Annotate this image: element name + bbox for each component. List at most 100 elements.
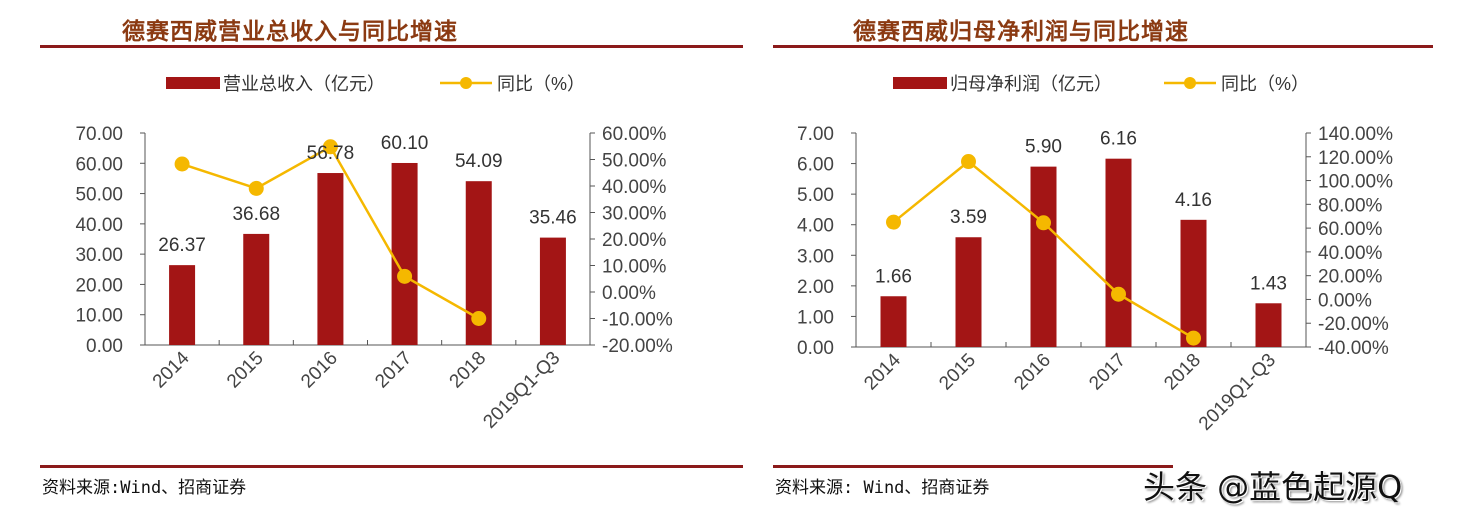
net-profit-chart: 归母净利润（亿元） 同比（%） 0.00 1.00 2.00 3.00 4.00 5.00 6.…	[797, 74, 1393, 435]
left-axis-tick: 60.00	[75, 154, 123, 175]
left-axis-tick: 3.00	[797, 246, 834, 267]
title-divider	[773, 45, 1433, 48]
legend-bar-label: 营业总收入（亿元）	[223, 74, 385, 94]
chart-title: 德赛西威归母净利润与同比增速	[853, 18, 1189, 45]
right-axis-tick: 30.00%	[602, 204, 667, 225]
right-axis-tick: 80.00%	[1318, 195, 1383, 216]
bar-value-label: 26.37	[158, 235, 206, 256]
right-axis-tick: -20.00%	[1318, 314, 1389, 335]
bar	[955, 237, 982, 347]
left-axis: 0.00 10.00 20.00 30.00 40.00 50.00 60.00 70.00	[75, 124, 146, 357]
growth-marker	[248, 180, 264, 196]
left-axis-tick: 4.00	[797, 216, 834, 237]
growth-marker	[1036, 215, 1051, 231]
bar-value-label: 4.16	[1175, 190, 1212, 211]
bar-value-label: 54.09	[455, 151, 503, 172]
left-axis-tick: 1.00	[797, 307, 834, 328]
chart-legend: 归母净利润（亿元） 同比（%）	[893, 74, 1309, 94]
line-series	[886, 154, 1201, 346]
right-axis-tick: 0.00%	[1318, 290, 1372, 311]
bar-value-label: 1.66	[875, 266, 912, 287]
bar	[169, 265, 196, 345]
right-axis-tick: 10.00%	[602, 257, 667, 278]
legend-line-label: 同比（%）	[1221, 74, 1309, 94]
bar-value-label: 60.10	[381, 133, 429, 154]
bar	[1105, 158, 1132, 347]
bar	[391, 162, 418, 345]
left-axis-tick: 10.00	[75, 306, 123, 327]
right-axis-tick: 60.00%	[1318, 219, 1383, 240]
legend-bar-swatch	[166, 77, 220, 89]
x-axis-label: 2015	[223, 348, 268, 393]
bar-value-label: 1.43	[1250, 273, 1287, 294]
growth-marker	[886, 214, 901, 230]
right-axis-tick: -20.00%	[602, 336, 673, 357]
x-axis-label: 2017	[371, 348, 416, 393]
bar	[539, 237, 566, 345]
bar-series	[880, 158, 1282, 347]
legend-bar-swatch	[893, 77, 947, 89]
left-axis-tick: 70.00	[75, 124, 123, 145]
source-divider	[40, 465, 743, 468]
right-axis-tick: 40.00%	[1318, 243, 1383, 264]
left-axis-tick: 0.00	[86, 336, 123, 357]
right-axis-tick: 40.00%	[602, 177, 667, 198]
right-axis-tick: 0.00%	[602, 283, 656, 304]
bar	[243, 233, 270, 345]
chart-title: 德赛西威营业总收入与同比增速	[122, 18, 458, 45]
x-axis-label: 2019Q1-Q3	[479, 348, 564, 433]
source-divider	[773, 465, 1173, 468]
bar	[317, 173, 344, 345]
source-note: 资料来源: Wind、招商证券	[775, 478, 990, 498]
growth-marker	[961, 154, 976, 170]
bar-value-label: 36.68	[232, 204, 280, 225]
right-axis-tick: 20.00%	[602, 230, 667, 251]
data-labels: 26.37 36.68 56.78 60.10 54.09 35.46	[158, 133, 576, 256]
bar	[1030, 166, 1057, 347]
right-axis: -40.00% -20.00% 0.00%20.00% 40.00% 60.00% 80.…	[1305, 124, 1393, 359]
data-labels: 1.66 3.59 5.90 6.16 4.16 1.43	[875, 129, 1287, 295]
left-axis-tick: 7.00	[797, 124, 834, 145]
legend-line-label: 同比（%）	[497, 74, 585, 94]
right-axis: -20.00% -10.00% 0.00% 10.00% 20.00% 30.00% 40.…	[589, 124, 673, 357]
growth-marker	[1111, 286, 1126, 302]
left-axis-tick: 2.00	[797, 277, 834, 298]
legend-bar-label: 归母净利润（亿元）	[950, 74, 1112, 94]
x-axis-label: 2016	[297, 348, 342, 393]
x-axis-label: 2015	[935, 350, 980, 395]
x-axis-label: 2014	[860, 349, 905, 394]
right-axis-tick: 140.00%	[1318, 124, 1393, 145]
right-axis-tick: 50.00%	[602, 151, 667, 172]
source-note: 资料来源:Wind、招商证券	[42, 478, 247, 498]
x-axis-label: 2018	[1160, 350, 1205, 395]
right-axis-tick: -10.00%	[602, 310, 673, 331]
bar-value-label: 35.46	[529, 208, 577, 229]
x-axis-label: 2018	[446, 348, 491, 393]
left-axis-tick: 20.00	[75, 275, 123, 296]
watermark: 头条 @蓝色起源Q	[1143, 468, 1403, 506]
bar-value-label: 5.90	[1025, 137, 1062, 158]
x-axis-label: 2019Q1-Q3	[1195, 350, 1280, 435]
left-axis-tick: 6.00	[797, 155, 834, 176]
bar-value-label: 56.78	[307, 143, 355, 164]
right-axis-tick: 120.00%	[1318, 148, 1393, 169]
growth-marker	[471, 311, 487, 326]
legend-line-marker	[460, 77, 472, 89]
chart-legend: 营业总收入（亿元） 同比（%）	[166, 74, 585, 94]
bar	[1255, 303, 1282, 347]
right-axis-tick: 20.00%	[1318, 267, 1383, 288]
left-axis-tick: 30.00	[75, 245, 123, 266]
bar-series	[169, 162, 566, 345]
revenue-chart: 营业总收入（亿元） 同比（%） 0.00 10.00 20.00 30.00 40.00 50…	[75, 74, 673, 433]
revenue-chart-panel: 德赛西威营业总收入与同比增速 营业总收入（亿元） 同比（%） 0.00 10.00 20…	[40, 18, 743, 498]
x-axis-label: 2016	[1010, 350, 1055, 395]
x-axis-label: 2017	[1085, 350, 1130, 395]
growth-marker	[322, 139, 338, 155]
x-axis-label: 2014	[149, 347, 194, 392]
bar-value-label: 3.59	[950, 207, 987, 228]
right-axis-tick: 60.00%	[602, 124, 667, 145]
growth-marker	[397, 268, 413, 284]
growth-marker	[1186, 330, 1201, 346]
